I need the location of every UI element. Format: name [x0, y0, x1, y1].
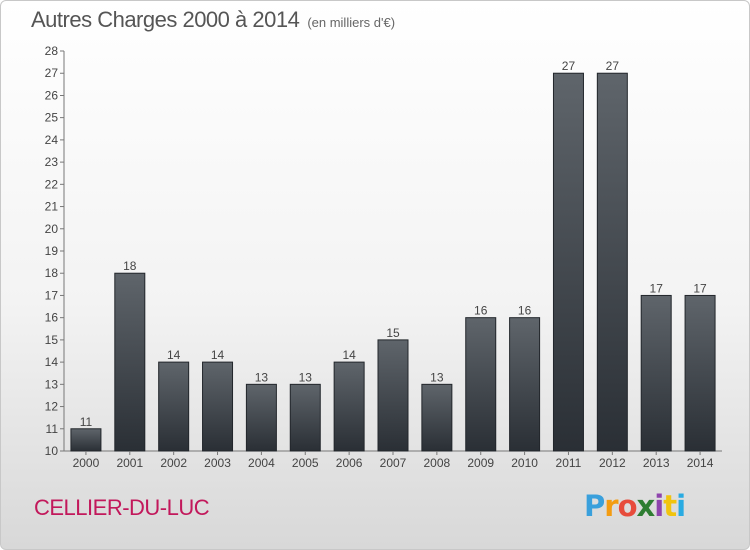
logo-letter: P [584, 489, 605, 523]
proxiti-logo: Proxiti [584, 489, 686, 523]
logo-letter: t [663, 489, 677, 523]
bar-value-label: 27 [606, 59, 620, 73]
y-tick-label: 13 [45, 377, 59, 391]
x-tick-label: 2006 [336, 456, 363, 470]
logo-letter: r [604, 489, 618, 523]
y-tick-label: 25 [45, 111, 59, 125]
bar-value-label: 13 [299, 370, 313, 384]
bar-value-label: 17 [650, 281, 664, 295]
bar-value-label: 14 [167, 348, 181, 362]
bar-value-label: 14 [342, 348, 356, 362]
bar [158, 361, 190, 452]
bar [465, 317, 497, 452]
bar [596, 72, 628, 452]
bar [640, 294, 672, 452]
bar-value-label: 17 [693, 281, 707, 295]
bar [333, 361, 365, 452]
y-tick-label: 12 [45, 400, 59, 414]
logo-letter: o [617, 489, 638, 523]
y-tick-label: 10 [45, 444, 59, 458]
bar [421, 383, 453, 452]
x-tick-label: 2012 [599, 456, 626, 470]
bar [552, 72, 584, 452]
commune-name: CELLIER-DU-LUC [34, 495, 210, 520]
y-tick-label: 11 [46, 422, 59, 436]
y-tick-label: 14 [45, 355, 59, 369]
logo-letter: i [676, 489, 686, 523]
y-tick-label: 20 [45, 222, 59, 236]
bar [684, 294, 716, 452]
x-tick-label: 2005 [292, 456, 319, 470]
y-tick-label: 15 [45, 333, 59, 347]
x-tick-label: 2013 [643, 456, 670, 470]
x-tick-label: 2007 [380, 456, 407, 470]
bar-value-label: 15 [386, 326, 400, 340]
bar [289, 383, 321, 452]
x-tick-label: 2011 [556, 456, 582, 470]
y-tick-label: 24 [45, 133, 59, 147]
x-tick-label: 2009 [467, 456, 494, 470]
y-tick-label: 23 [45, 155, 59, 169]
y-tick-label: 16 [45, 311, 59, 325]
y-tick-label: 17 [45, 288, 59, 302]
x-tick-label: 2010 [511, 456, 538, 470]
x-tick-label: 2000 [73, 456, 100, 470]
chart-title: Autres Charges 2000 à 2014 (en milliers d… [31, 7, 396, 32]
y-tick-label: 28 [45, 44, 59, 58]
bar-value-label: 27 [562, 59, 576, 73]
bar [70, 428, 102, 452]
logo-letter: i [654, 489, 664, 523]
chart-subtitle: (en milliers d'€) [307, 15, 396, 30]
bar [202, 361, 234, 452]
y-tick-label: 19 [45, 244, 59, 258]
y-tick-label: 21 [45, 200, 59, 214]
logo-letter: x [636, 489, 656, 523]
y-tick-label: 26 [45, 88, 59, 102]
x-tick-label: 2008 [424, 456, 451, 470]
bar-value-label: 18 [123, 259, 137, 273]
bar [509, 317, 541, 452]
x-tick-label: 2002 [160, 456, 187, 470]
y-tick-label: 27 [45, 66, 59, 80]
bar-value-label: 13 [430, 370, 444, 384]
bar-value-label: 13 [255, 370, 269, 384]
bar [377, 339, 409, 452]
y-tick-label: 18 [45, 266, 59, 280]
bar-value-label: 11 [80, 415, 93, 429]
bar-value-label: 14 [211, 348, 225, 362]
x-tick-label: 2001 [116, 456, 143, 470]
bar [114, 272, 146, 452]
bar [245, 383, 277, 452]
bar-value-label: 16 [474, 304, 488, 318]
x-tick-label: 2004 [248, 456, 275, 470]
y-tick-label: 22 [45, 177, 59, 191]
x-tick-label: 2003 [204, 456, 231, 470]
x-tick-label: 2014 [687, 456, 714, 470]
bar-value-label: 16 [518, 304, 532, 318]
